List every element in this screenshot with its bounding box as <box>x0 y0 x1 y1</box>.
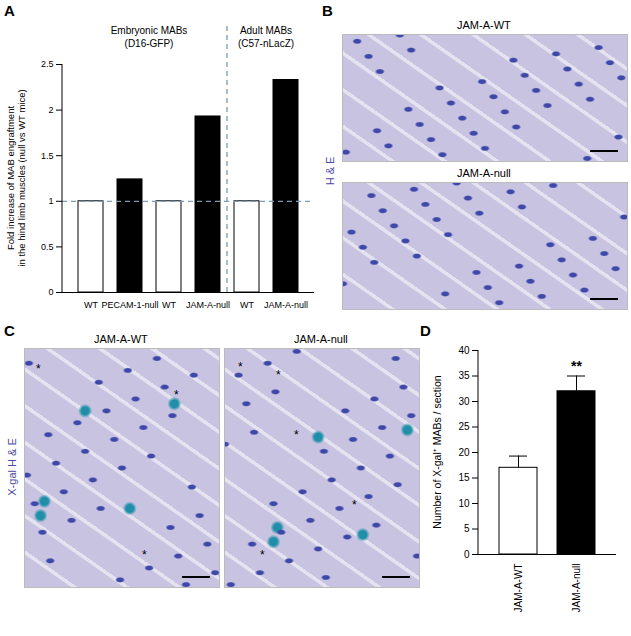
svg-text:25: 25 <box>458 421 470 432</box>
html-text:JAM-A-null: JAM-A-null <box>294 333 348 345</box>
html-text:H & E: H & E <box>323 156 336 186</box>
svg-text:0: 0 <box>48 287 53 297</box>
svg-text:1: 1 <box>48 196 53 206</box>
svg-text:JAM-A-null: JAM-A-null <box>186 300 230 310</box>
svg-text:JAM-A-WT: JAM-A-WT <box>513 564 524 613</box>
html-text:JAM-A-WT: JAM-A-WT <box>94 333 148 345</box>
svg-text:0.5: 0.5 <box>41 242 54 252</box>
svg-text:Fold increase of MAB engraftme: Fold increase of MAB engraftmentin the h… <box>5 89 27 266</box>
svg-text:WT: WT <box>240 300 254 310</box>
svg-text:2.5: 2.5 <box>41 59 54 69</box>
svg-text:5: 5 <box>464 523 470 534</box>
svg-text:WT: WT <box>84 300 98 310</box>
html-text:C: C <box>4 322 15 339</box>
svg-text:1.5: 1.5 <box>41 151 54 161</box>
svg-text:WT: WT <box>162 300 176 310</box>
svg-text:JAM-A-null: JAM-A-null <box>571 564 582 613</box>
svg-text:35: 35 <box>458 370 470 381</box>
svg-text:Embryonic MABs(D16-GFP): Embryonic MABs(D16-GFP) <box>111 25 188 49</box>
html-text:A: A <box>4 2 15 19</box>
svg-text:PECAM-1-null: PECAM-1-null <box>101 300 158 310</box>
svg-text:20: 20 <box>458 447 470 458</box>
svg-text:30: 30 <box>458 396 470 407</box>
svg-text:10: 10 <box>458 498 470 509</box>
svg-text:Number of X-gal⁺ MABs / sectio: Number of X-gal⁺ MABs / section <box>431 375 443 529</box>
html-text:JAM-A-null: JAM-A-null <box>457 167 511 179</box>
html-text:B: B <box>322 2 333 19</box>
svg-text:15: 15 <box>458 472 470 483</box>
svg-text:40: 40 <box>458 345 470 356</box>
svg-text:**: ** <box>571 358 582 374</box>
svg-text:0: 0 <box>464 549 470 560</box>
svg-text:Adult MABs(C57-nLacZ): Adult MABs(C57-nLacZ) <box>238 25 294 49</box>
html-text:JAM-A-WT: JAM-A-WT <box>457 19 511 31</box>
html-text:D: D <box>420 322 431 339</box>
html-text:X-gal H & E: X-gal H & E <box>5 438 18 496</box>
svg-text:2: 2 <box>48 105 53 115</box>
svg-text:JAM-A-null: JAM-A-null <box>264 300 308 310</box>
